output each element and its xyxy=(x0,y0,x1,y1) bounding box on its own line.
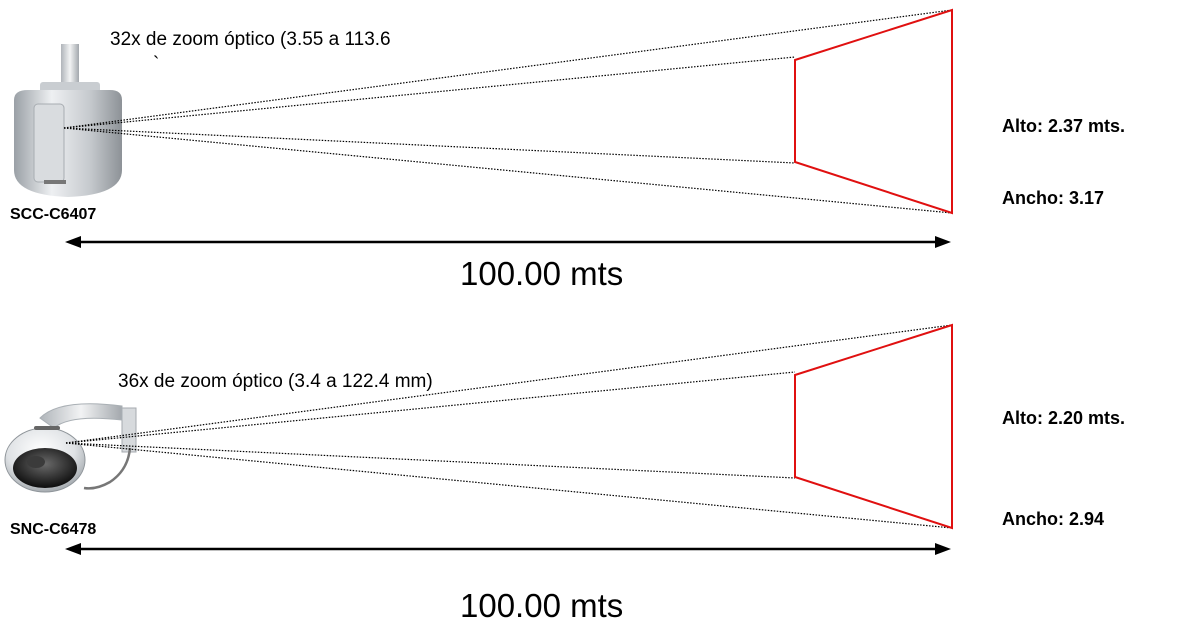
distance-label-1: 100.00 mts xyxy=(460,255,623,292)
height-label-1: Alto: 2.37 mts. xyxy=(1002,116,1125,136)
distance-arrow-1 xyxy=(65,236,951,248)
distance-arrow-2 xyxy=(65,543,951,555)
camera-model-1: SCC-C6407 xyxy=(10,206,96,223)
camera-model-2: SNC-C6478 xyxy=(10,521,96,538)
camera-2-group: 36x de zoom óptico (3.4 a 122.4 mm) SNC-… xyxy=(4,323,1125,622)
zoom-spec-2: 36x de zoom óptico (3.4 a 122.4 mm) xyxy=(118,371,433,392)
height-label-2: Alto: 2.20 mts. xyxy=(1002,408,1125,428)
zoom-spec-1: 32x de zoom óptico (3.55 a 113.6 xyxy=(110,29,391,50)
distance-label-2: 100.00 mts xyxy=(460,587,623,622)
tick-mark: ` xyxy=(153,54,159,75)
field-of-view-frame-2 xyxy=(794,323,953,530)
width-label-1: Ancho: 3.17 xyxy=(1002,188,1104,208)
field-of-view-frame-1 xyxy=(794,8,953,215)
dome-camera-ceiling-mount-icon xyxy=(14,44,122,197)
dome-camera-wall-mount-icon xyxy=(4,403,137,493)
camera-1-group: 32x de zoom óptico (3.55 a 113.6 ` SCC-C… xyxy=(10,8,1125,292)
view-rays-2 xyxy=(65,324,953,529)
width-label-2: Ancho: 2.94 xyxy=(1002,509,1104,529)
view-rays-1 xyxy=(63,9,953,214)
